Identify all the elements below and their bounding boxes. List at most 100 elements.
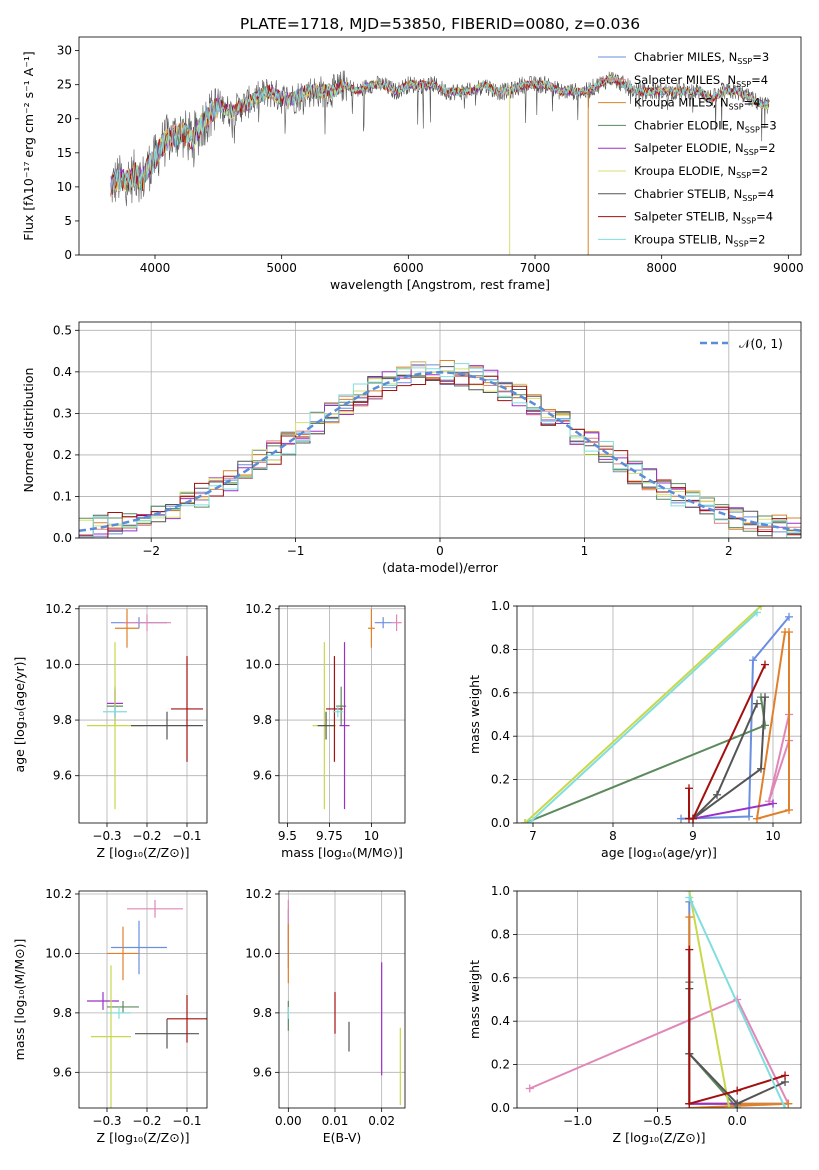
legend-text: =3 [760, 118, 777, 132]
x-tick-label: 0.0 [728, 1114, 747, 1128]
axes-frame [516, 890, 802, 1109]
legend-label: Kroupa MILES, NSSP=4 [634, 96, 760, 112]
histogram-series [79, 364, 801, 537]
weight-line [688, 897, 786, 1108]
figure-title: PLATE=1718, MJD=53850, FIBERID=0080, z=0… [240, 15, 640, 33]
legend-text: =3 [752, 50, 769, 64]
legend-subscript: SSP [742, 194, 757, 203]
x-tick-label: 8 [609, 829, 617, 843]
x-tick-label: −0.1 [172, 1114, 201, 1128]
plot-area [79, 322, 801, 538]
x-tick-label: 1 [581, 544, 589, 558]
y-tick-label: 10.0 [45, 657, 72, 671]
axes-age-vs-mass: 9.5 9.75 10 9.6 9.8 10.0 10.2 mass [log₁₀(M/M⊙)… [245, 602, 406, 860]
axes-frame [78, 36, 802, 256]
y-tick-label: 1.0 [491, 599, 510, 613]
y-tick-label: 9.8 [253, 713, 272, 727]
y-axis-label: Flux [fλ10⁻¹⁷ erg cm⁻² s⁻¹ A⁻¹] [21, 51, 36, 240]
y-tick-label: 0.8 [491, 642, 510, 656]
legend-label: Chabrier MILES, NSSP=3 [634, 50, 769, 66]
x-tick-label: 0 [436, 544, 444, 558]
x-axis-label: mass [log₁₀(M/M⊙)] [281, 845, 403, 860]
weight-line [680, 616, 790, 820]
axes-frame [78, 321, 802, 539]
y-axis-label: Normed distribution [21, 368, 36, 493]
legend-label: Kroupa ELODIE, NSSP=2 [634, 164, 768, 180]
x-tick-label: 5000 [266, 261, 297, 275]
y-tick-label: 5 [64, 214, 72, 228]
x-tick-label: 10 [765, 829, 780, 843]
x-tick-label: 7000 [520, 261, 551, 275]
y-tick-label: 10.0 [245, 657, 272, 671]
y-tick-label: 0.4 [491, 729, 510, 743]
axes-residuals: −2 −1 0 1 2 0.0 0.1 0.2 0.3 0.4 0.5 (data-model)/er… [21, 321, 802, 575]
x-tick-label: −0.5 [643, 1114, 672, 1128]
y-tick-label: 0.5 [53, 323, 72, 337]
legend-text: =2 [751, 164, 768, 178]
y-tick-label: 9.8 [53, 713, 72, 727]
legend-subscript: SSP [737, 57, 752, 66]
y-tick-label: 9.8 [253, 1006, 272, 1020]
y-tick-label: 10.2 [45, 602, 72, 616]
x-tick-label: 0.01 [322, 1114, 349, 1128]
histogram-series [79, 375, 801, 538]
x-tick-label: −1 [287, 544, 305, 558]
y-tick-label: 0.0 [491, 816, 510, 830]
y-tick-label: 10.2 [245, 602, 272, 616]
x-axis-label: Z [log₁₀(Z/Z⊙)] [613, 1130, 706, 1145]
y-tick-label: 0.2 [491, 773, 510, 787]
x-tick-label: −0.1 [172, 829, 201, 843]
y-tick-label: 0.2 [491, 1058, 510, 1072]
y-axis-label: age [log₁₀(age/yr)] [12, 657, 27, 773]
x-axis-label: Z [log₁₀(Z/Z⊙)] [97, 1130, 190, 1145]
axes-frame [78, 890, 208, 1109]
legend-text: Kroupa ELODIE, N [634, 164, 736, 178]
legend-subscript: SSP [736, 171, 751, 180]
weight-line [528, 611, 758, 823]
weight-line [688, 949, 786, 1106]
legend-text: Salpeter MILES, N [634, 73, 736, 87]
y-tick-label: 0.1 [53, 489, 72, 503]
legend-subscript: SSP [744, 148, 759, 157]
weight-line [524, 606, 762, 823]
axes-frame [278, 890, 406, 1109]
y-tick-label: 0.6 [491, 971, 510, 985]
plot-area [517, 891, 801, 1108]
legend-text: =4 [744, 96, 761, 110]
legend-subscript: SSP [734, 239, 749, 248]
y-tick-label: 9.6 [253, 1065, 272, 1079]
x-axis-label: E(B-V) [323, 1130, 362, 1145]
legend-text: Salpeter ELODIE, N [634, 141, 744, 155]
legend-label: Salpeter STELIB, NSSP=4 [634, 210, 773, 226]
x-tick-label: 0.00 [275, 1114, 302, 1128]
y-tick-label: 9.6 [53, 1065, 72, 1079]
axes-frame [278, 605, 406, 824]
x-tick-label: −1.0 [563, 1114, 592, 1128]
x-tick-label: −0.3 [92, 1114, 121, 1128]
plot-area [110, 70, 770, 255]
axes-mass-vs-Z: −0.3 −0.2 −0.1 9.6 9.8 10.0 10.2 Z [log₁₀(Z/Z⊙)… [12, 887, 208, 1145]
y-tick-label: 10.2 [245, 887, 272, 901]
y-tick-label: 0.0 [491, 1101, 510, 1115]
x-tick-label: −0.3 [92, 829, 121, 843]
y-tick-label: 0 [64, 248, 72, 262]
weight-line [529, 998, 790, 1105]
x-tick-label: 2 [725, 544, 733, 558]
plot-area [279, 606, 405, 823]
weight-line [688, 891, 731, 1108]
y-tick-label: 1.0 [491, 884, 510, 898]
y-tick-label: 10.2 [45, 887, 72, 901]
x-tick-label: 9.5 [278, 829, 297, 843]
x-tick-label: 9.75 [316, 829, 343, 843]
x-tick-label: 7 [529, 829, 537, 843]
axes-mass-weight-vs-Z: −1.0 −0.5 0.0 0.0 0.2 0.4 0.6 0.8 1.0 Z [log₁₀(Z/… [467, 884, 802, 1145]
legend-text: =2 [759, 141, 776, 155]
legend-label: Chabrier STELIB, NSSP=4 [634, 187, 774, 203]
legend-text: =4 [751, 73, 768, 87]
legend-text: Chabrier STELIB, N [634, 187, 742, 201]
x-tick-label: 10 [364, 829, 379, 843]
x-axis-label: wavelength [Angstrom, rest frame] [330, 277, 550, 292]
axes-mass-vs-EBV: 0.00 0.01 0.02 9.6 9.8 10.0 10.2 E(B-V) [245, 887, 406, 1145]
